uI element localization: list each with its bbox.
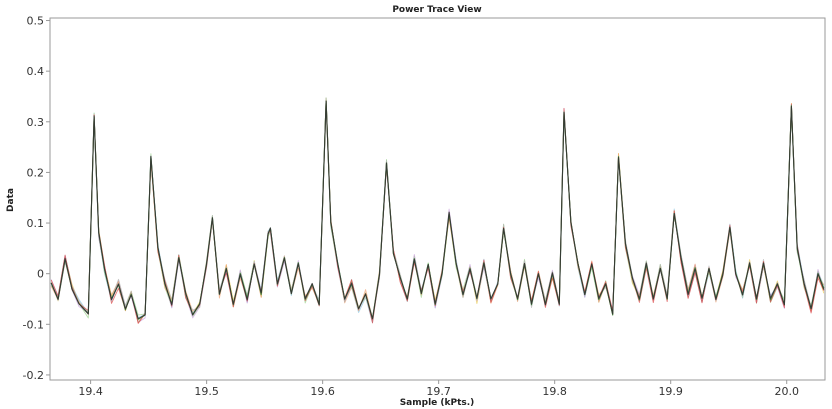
trace-series-group [50,97,825,324]
y-tick-label: 0 [37,268,44,281]
y-tick-label: 0.2 [27,166,45,179]
x-tick-label: 19.7 [426,385,451,398]
y-tick-label: -0.2 [23,369,44,382]
y-axis: -0.2 -0.1 0 0.1 0.2 0.3 0.4 0.5 [23,15,50,382]
chart-title: Power Trace View [392,5,481,15]
x-tick-label: 19.9 [658,385,683,398]
x-tick-label: 19.6 [310,385,335,398]
y-tick-label: -0.1 [23,318,44,331]
x-axis: 19.4 19.5 19.6 19.7 19.8 19.9 20.0 [78,380,799,398]
plot-border [49,17,826,381]
trace-line [50,100,825,320]
x-axis-label: Sample (kPts.) [400,398,475,408]
x-tick-label: 20.0 [774,385,799,398]
x-tick-label: 19.5 [194,385,219,398]
y-tick-label: 0.4 [27,65,45,78]
trace-line [50,100,825,324]
y-tick-label: 0.3 [27,116,45,129]
x-tick-label: 19.4 [78,385,103,398]
y-tick-label: 0.1 [27,217,45,230]
x-tick-label: 19.8 [542,385,567,398]
y-axis-label: Data [6,188,16,212]
y-tick-label: 0.5 [27,15,45,28]
plot-area [49,17,826,381]
